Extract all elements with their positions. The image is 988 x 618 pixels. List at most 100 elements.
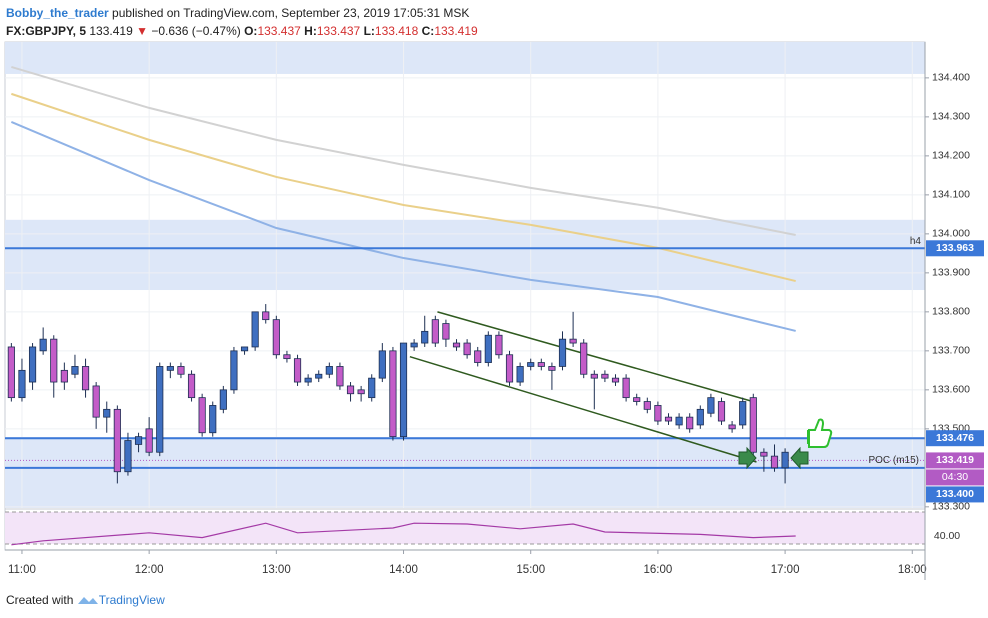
candle-body	[315, 373, 323, 379]
y-tick-label: 133.600	[932, 384, 970, 396]
logo	[77, 597, 98, 604]
candle-body	[675, 416, 683, 426]
current-price-label-box	[926, 452, 984, 469]
candle-body	[293, 358, 302, 383]
arrow: ▼	[136, 24, 148, 38]
rsi-line	[11, 522, 796, 546]
candle-body	[622, 377, 630, 399]
created: Created with	[6, 593, 74, 607]
candle-body	[463, 342, 471, 356]
candle-body	[262, 311, 270, 321]
candle-body	[421, 330, 429, 344]
candle-body	[474, 350, 482, 363]
candle-body	[251, 311, 259, 348]
candle-body	[516, 366, 524, 383]
candle-body	[240, 346, 249, 352]
x-tick-label: 16:00	[644, 564, 673, 576]
candle-body	[399, 342, 408, 438]
price-label: 133.963	[936, 242, 974, 254]
candle-body	[336, 366, 344, 387]
x-tick-label: 11:00	[8, 564, 36, 576]
price-label-box	[926, 486, 984, 503]
candle-body	[60, 369, 68, 383]
plot	[5, 42, 925, 508]
candle-body	[781, 451, 789, 469]
y-tick-label: 133.900	[932, 267, 970, 279]
candle-body	[664, 416, 673, 422]
candle-body	[749, 397, 757, 453]
published: published on TradingView.com, September …	[112, 6, 470, 20]
candle-body	[410, 342, 418, 348]
candle-body	[166, 366, 174, 371]
trendline	[437, 311, 751, 402]
candle-body	[378, 350, 386, 379]
candle-body	[346, 385, 355, 395]
candle-body	[452, 342, 461, 348]
candle-body	[580, 342, 588, 375]
candle-body	[505, 354, 514, 383]
candle-body	[219, 389, 227, 410]
quote-line: FX:GBPJPY, 5 133.419 ▼ −0.636 (−0.47%) O…	[6, 22, 478, 40]
candle-body	[7, 346, 15, 399]
candle-body	[18, 369, 26, 399]
candle-body	[156, 366, 164, 453]
candle-body	[50, 338, 58, 383]
candle-body	[442, 323, 450, 340]
candle-body	[368, 377, 376, 399]
open: 133.437	[257, 24, 301, 38]
y-tick-label: 134.000	[932, 228, 970, 240]
low: 133.418	[374, 24, 419, 38]
candle-body	[527, 362, 535, 367]
price-label: 133.476	[936, 432, 974, 444]
candle-body	[760, 451, 768, 457]
candle-body	[633, 397, 641, 402]
close-label: C:	[421, 24, 435, 38]
current-price-tag: POC (m15)	[868, 455, 919, 466]
candle-body	[686, 416, 694, 430]
candle-body	[654, 405, 662, 422]
footer: Created with TradingView	[6, 592, 165, 607]
candle-body	[643, 401, 651, 410]
candle-body	[717, 401, 726, 422]
candle-body	[357, 389, 365, 395]
y-tick-label: 134.100	[932, 189, 970, 201]
candle-body	[92, 385, 100, 418]
candle-body	[209, 405, 217, 434]
change: −0.636 (−0.47%)	[151, 24, 241, 38]
thumbs-up	[807, 418, 833, 448]
candle-body	[39, 338, 47, 352]
candle-body	[696, 408, 704, 426]
candle-body	[707, 397, 715, 414]
moving-average	[11, 65, 796, 237]
high: 133.437	[316, 24, 361, 38]
x-tick-label: 13:00	[262, 564, 291, 576]
candle-body	[124, 440, 132, 473]
candle-body	[134, 436, 143, 445]
price-label: 133.400	[936, 488, 974, 500]
rsi-band	[5, 512, 925, 544]
y-tick-label: 134.300	[932, 111, 970, 123]
annotations	[738, 418, 833, 470]
candle-body	[28, 346, 37, 383]
candle-body	[283, 354, 291, 360]
brand[interactable]: TradingView	[98, 593, 165, 607]
trendline	[409, 355, 757, 463]
candle-body	[601, 373, 609, 379]
last: 133.419	[89, 24, 133, 38]
candle-body	[728, 424, 736, 430]
candle-body	[484, 334, 492, 363]
candle-body	[71, 366, 79, 375]
zone	[5, 437, 925, 508]
price-label-box	[926, 430, 984, 447]
x-tick-label: 12:00	[135, 564, 164, 576]
symbol: FX:GBPJPY, 5	[6, 24, 87, 38]
author[interactable]: Bobby_the_trader	[6, 6, 109, 20]
candle-body	[304, 377, 312, 383]
zone	[5, 42, 925, 74]
candle-body	[145, 428, 153, 453]
arrow-right	[738, 446, 757, 470]
candle-body	[272, 319, 280, 356]
